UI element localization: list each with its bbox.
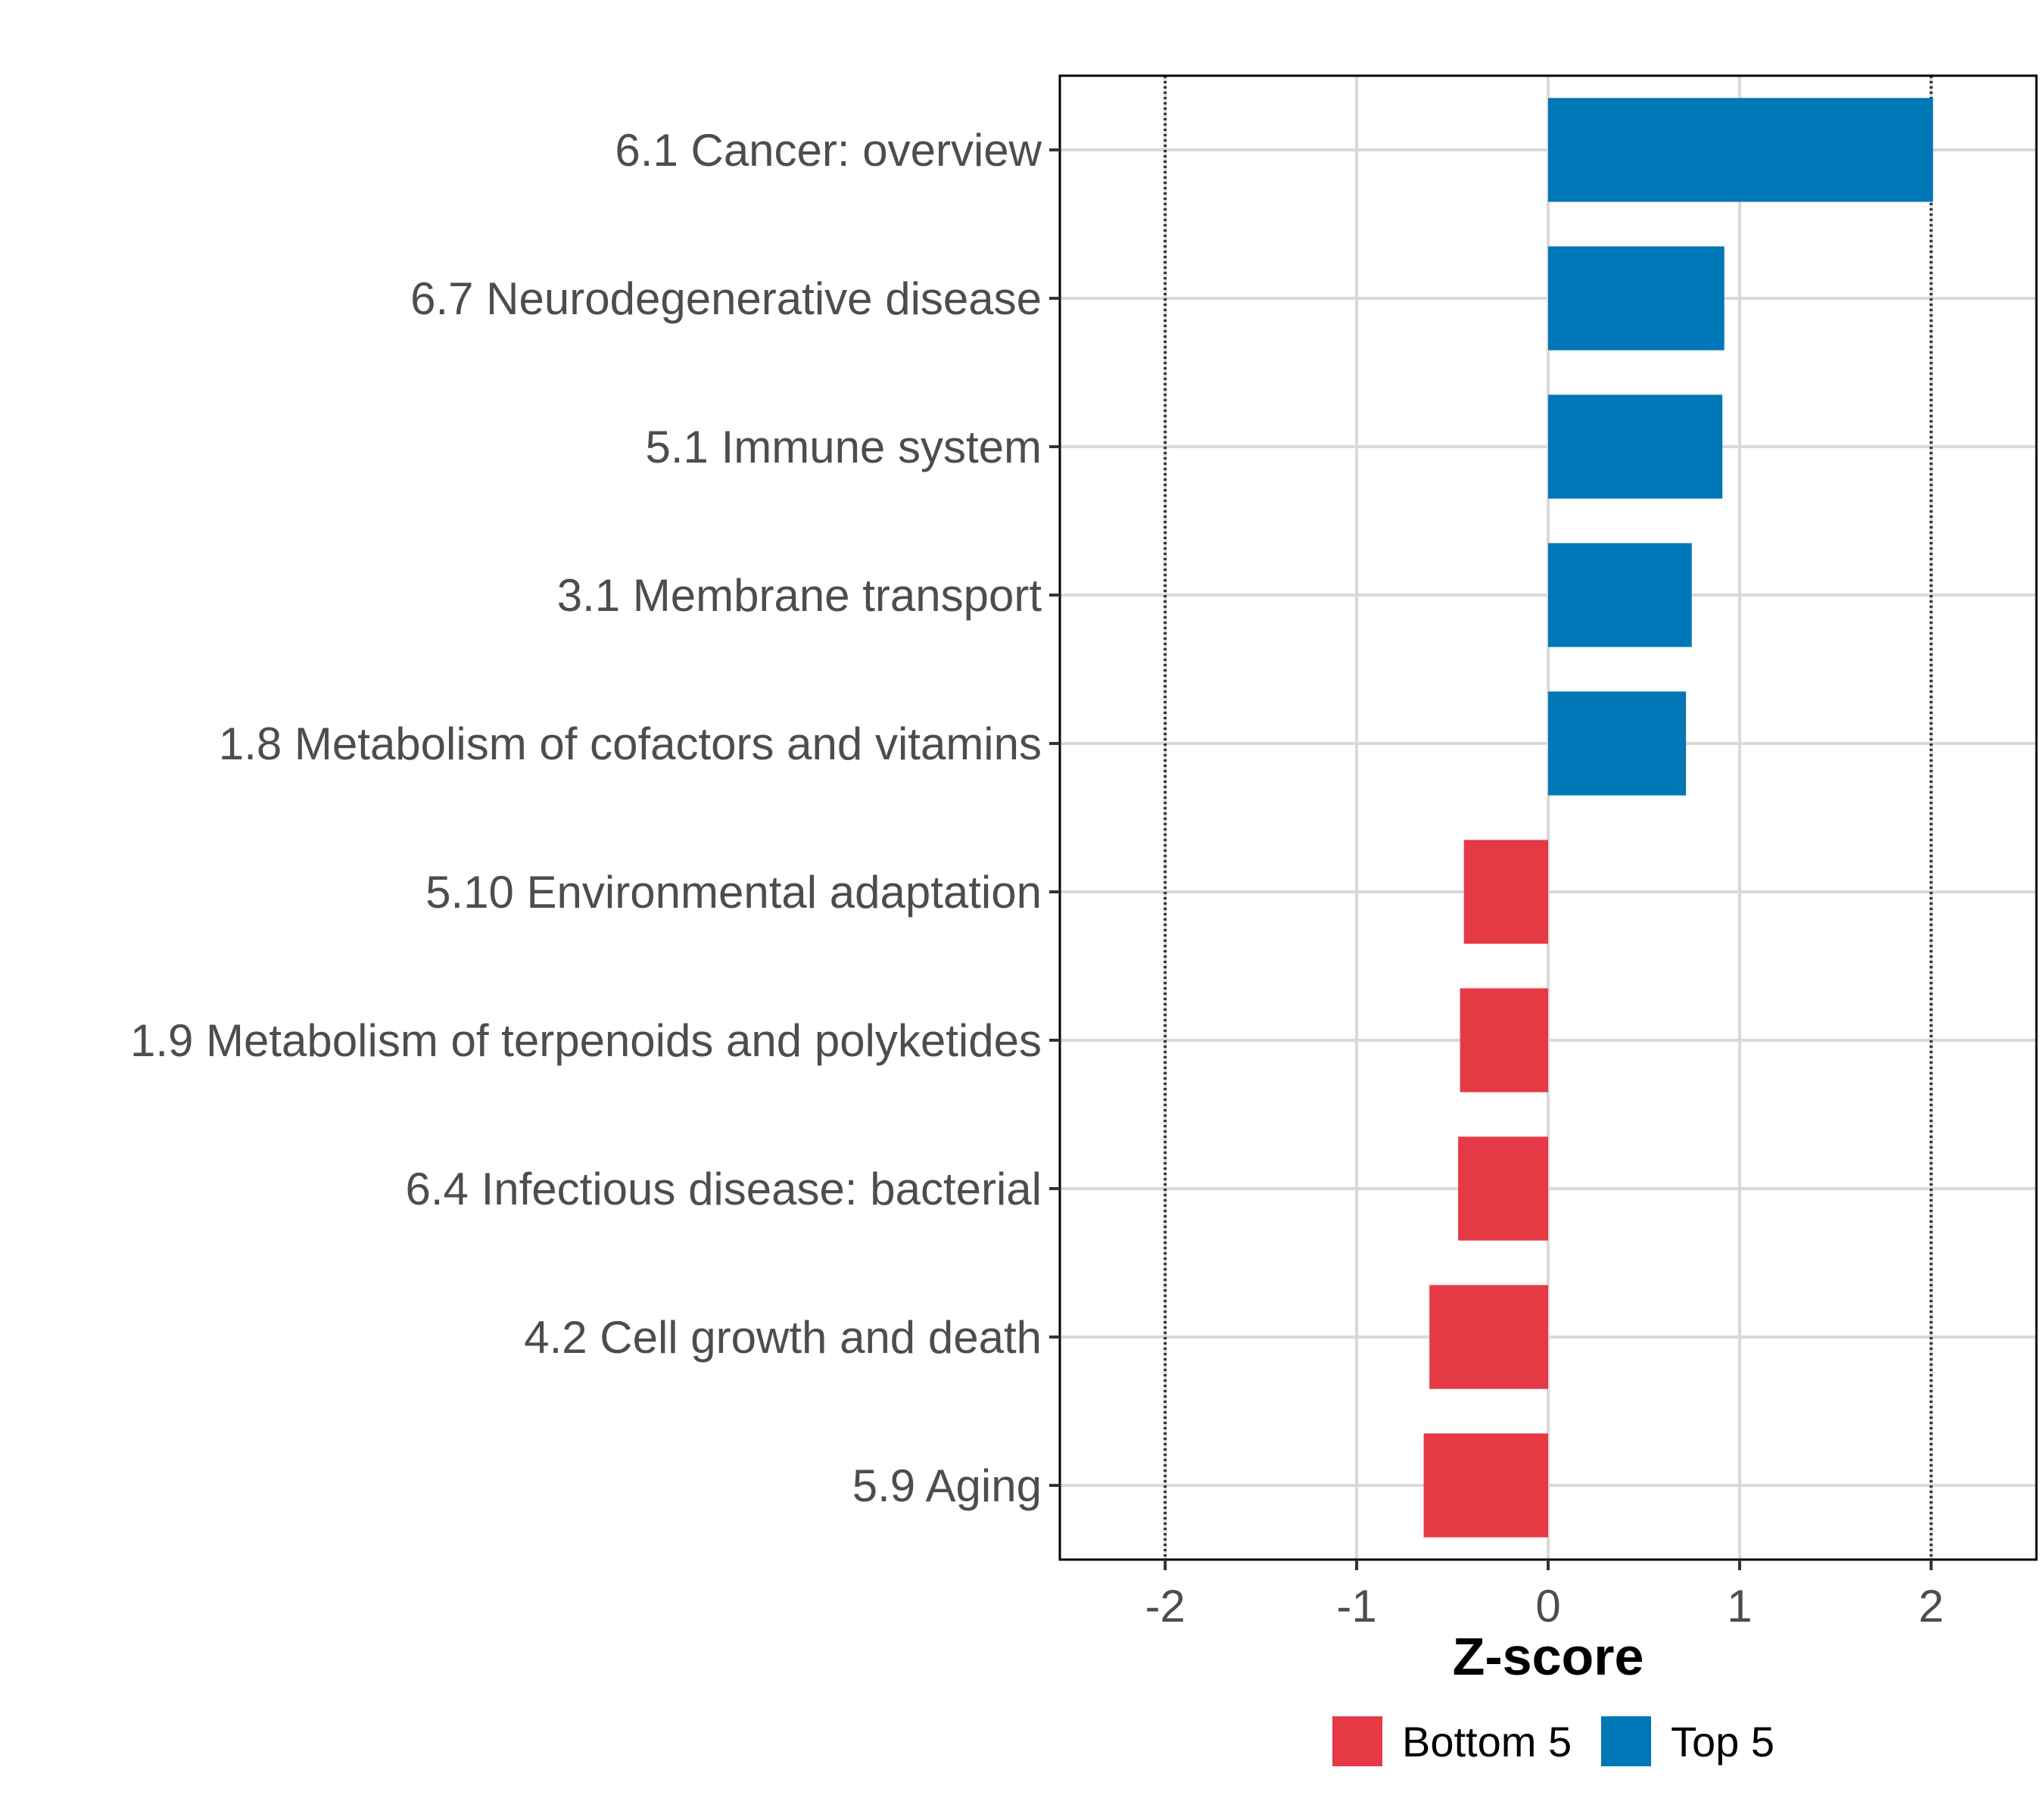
category-label: 4.2 Cell growth and death	[524, 1312, 1042, 1363]
legend-key	[1332, 1716, 1382, 1766]
bars	[1423, 98, 1933, 1538]
category-label: 5.9 Aging	[852, 1460, 1042, 1511]
category-label: 6.4 Infectious disease: bacterial	[406, 1164, 1042, 1214]
legend-key	[1601, 1716, 1651, 1766]
category-label: 3.1 Membrane transport	[557, 570, 1042, 621]
category-label: 5.1 Immune system	[645, 422, 1042, 472]
x-axis-ticks: -2 -1 0 1 2	[1145, 1560, 1944, 1632]
bar	[1548, 543, 1692, 647]
bar	[1548, 98, 1933, 202]
category-label: 6.7 Neurodegenerative disease	[410, 273, 1042, 324]
reference-lines	[1164, 76, 1933, 1560]
category-label: 1.8 Metabolism of cofactors and vitamins	[219, 718, 1042, 769]
bar	[1548, 246, 1725, 351]
x-tick-label: 0	[1535, 1581, 1560, 1632]
bar	[1463, 840, 1548, 944]
category-label: 1.9 Metabolism of terpenoids and polyket…	[130, 1015, 1042, 1066]
bar	[1460, 988, 1548, 1092]
x-tick-label: -1	[1336, 1581, 1376, 1632]
bar	[1548, 691, 1687, 796]
legend-label: Top 5	[1671, 1718, 1774, 1766]
legend: Bottom 5 Top 5	[1332, 1716, 1774, 1766]
bar	[1458, 1136, 1548, 1241]
x-tick-label: 1	[1727, 1581, 1752, 1632]
bar	[1429, 1285, 1548, 1389]
category-label: 5.10 Environmental adaptation	[425, 867, 1042, 918]
x-axis-title: Z-score	[1453, 1627, 1644, 1686]
y-axis-labels: 6.1 Cancer: overview 6.7 Neurodegenerativ…	[130, 125, 1042, 1511]
bar	[1548, 394, 1723, 499]
bar	[1423, 1433, 1548, 1538]
x-tick-label: 2	[1918, 1581, 1943, 1632]
x-tick-label: -2	[1145, 1581, 1185, 1632]
category-label: 6.1 Cancer: overview	[615, 125, 1042, 176]
legend-label: Bottom 5	[1402, 1718, 1572, 1766]
y-axis-ticks	[1049, 148, 1060, 1487]
